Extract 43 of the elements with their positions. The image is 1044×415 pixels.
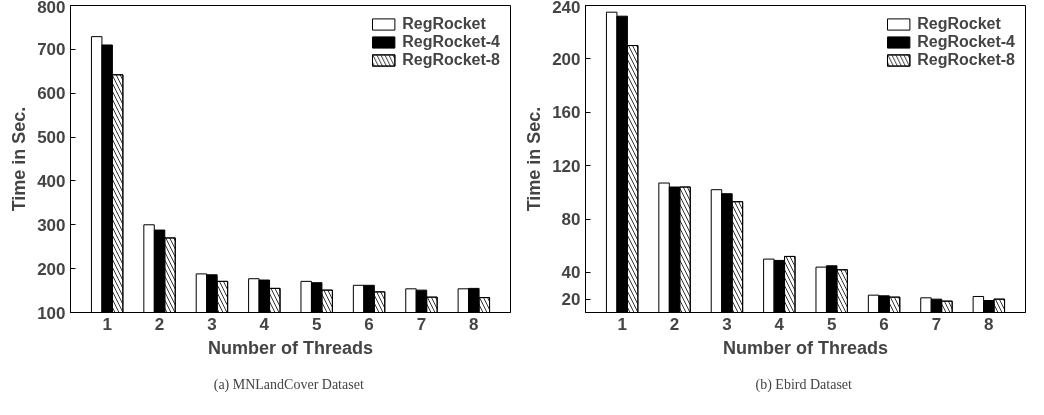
legend-label: RegRocket: [917, 15, 1001, 33]
y-tick-label: 600: [37, 84, 66, 104]
x-tick-label: 7: [931, 314, 942, 334]
x-axis-title: Number of Threads: [722, 337, 889, 358]
text: (b) Ebird Dataset: [755, 376, 853, 393]
legend-label: RegRocket: [402, 15, 486, 33]
y-tick-label: 300: [37, 215, 66, 235]
x-tick-label: 3: [207, 314, 217, 334]
x-tick-label: 4: [259, 314, 270, 334]
legend-label: RegRocket-8: [917, 51, 1015, 69]
y-tick-label: 200: [552, 49, 581, 69]
y-tick-label: 100: [37, 303, 66, 323]
x-tick-label: 5: [311, 314, 322, 334]
x-tick-label: 8: [469, 314, 479, 334]
y-tick-label: 240: [552, 0, 581, 17]
x-tick-label: 5: [826, 314, 837, 334]
x-tick-label: 6: [364, 314, 374, 334]
legend-label: RegRocket-4: [402, 33, 500, 51]
legend-label: RegRocket-8: [402, 51, 500, 69]
x-tick-label: 3: [722, 314, 732, 334]
y-tick-label: 700: [37, 40, 66, 60]
y-tick-label: 120: [552, 156, 581, 176]
y-axis-title: Time in Sec.: [524, 106, 545, 212]
y-tick-label: 160: [552, 103, 581, 123]
x-tick-label: 6: [879, 314, 889, 334]
x-tick-label: 1: [102, 314, 112, 334]
y-tick-label: 40: [561, 263, 581, 283]
x-tick-label: 4: [774, 314, 785, 334]
x-tick-label: 2: [154, 314, 165, 334]
legend-label: RegRocket-4: [917, 33, 1015, 51]
x-tick-label: 7: [416, 314, 427, 334]
y-axis-title: Time in Sec.: [9, 106, 30, 212]
x-tick-label: 1: [617, 314, 627, 334]
text: (a) MNLandCover Dataset: [213, 376, 364, 393]
y-tick-label: 20: [561, 290, 581, 310]
y-tick-label: 400: [37, 171, 66, 191]
x-axis-title: Number of Threads: [207, 337, 374, 358]
x-tick-label: 8: [984, 314, 994, 334]
y-tick-label: 200: [37, 259, 66, 279]
x-tick-label: 2: [669, 314, 680, 334]
y-tick-label: 500: [37, 128, 66, 148]
y-tick-label: 80: [561, 210, 581, 230]
y-tick-label: 800: [37, 0, 66, 17]
